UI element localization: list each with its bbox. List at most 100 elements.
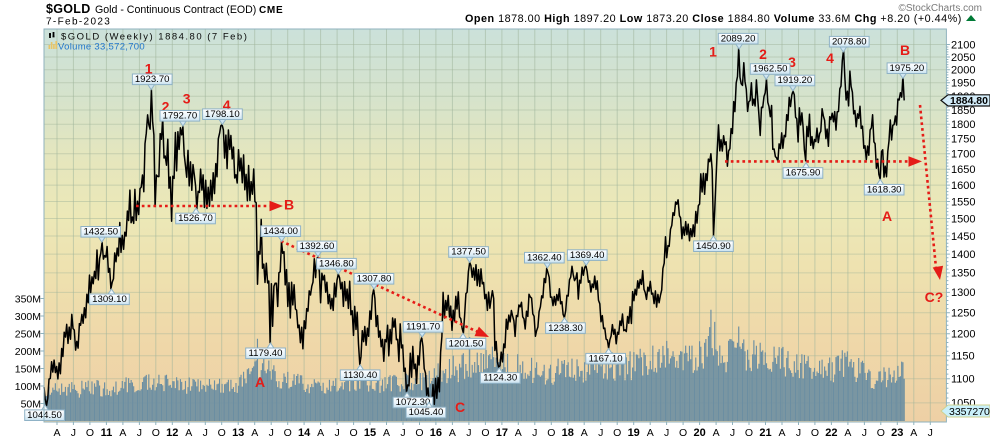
svg-text:A: A [581,427,588,438]
svg-text:1550: 1550 [951,196,975,208]
svg-text:1045.40: 1045.40 [409,407,444,418]
svg-text:1962.50: 1962.50 [753,64,788,75]
svg-text:2000: 2000 [951,65,975,77]
svg-text:3357270: 3357270 [949,406,990,418]
svg-text:O: O [350,427,358,438]
svg-text:1124.30: 1124.30 [483,373,517,384]
svg-text:$GOLD: $GOLD [46,2,91,16]
svg-text:1201.50: 1201.50 [449,338,484,349]
svg-text:22: 22 [825,427,837,438]
svg-text:1919.20: 1919.20 [778,75,813,86]
svg-text:Volume 33,572,700: Volume 33,572,700 [58,42,145,53]
svg-text:21: 21 [759,427,771,438]
svg-text:20: 20 [693,427,705,438]
svg-text:J: J [466,427,471,438]
svg-text:2089.20: 2089.20 [721,33,756,44]
svg-text:A: A [647,427,654,438]
svg-text:1200: 1200 [951,329,975,341]
svg-text:17: 17 [496,427,508,438]
svg-text:1179.40: 1179.40 [249,348,283,359]
svg-text:O: O [679,427,687,438]
svg-text:O: O [284,427,292,438]
svg-text:1800: 1800 [951,119,975,131]
svg-text:2: 2 [759,46,767,62]
svg-text:1250: 1250 [951,308,975,320]
svg-text:A: A [844,427,851,438]
svg-text:J: J [664,427,669,438]
svg-text:1392.60: 1392.60 [300,241,335,252]
svg-text:1191.70: 1191.70 [406,322,440,333]
svg-text:A: A [251,427,258,438]
svg-text:J: J [928,427,933,438]
svg-text:A: A [317,427,324,438]
svg-text:1100: 1100 [951,374,975,386]
svg-text:A: A [778,427,785,438]
svg-text:1167.10: 1167.10 [589,353,623,364]
svg-text:1923.70: 1923.70 [135,74,170,85]
svg-text:A: A [515,427,522,438]
svg-text:1: 1 [145,61,153,77]
svg-text:4: 4 [826,50,834,66]
svg-text:200M: 200M [15,346,41,358]
svg-text:Gold - Continuous Contract (EO: Gold - Continuous Contract (EOD) [95,4,256,16]
svg-text:J: J [137,427,142,438]
svg-text:O: O [415,427,423,438]
svg-text:A: A [713,427,720,438]
svg-text:A: A [383,427,390,438]
svg-text:O: O [811,427,819,438]
svg-text:12: 12 [166,427,178,438]
svg-text:23: 23 [891,427,903,438]
svg-text:1950: 1950 [951,78,975,90]
svg-text:A: A [449,427,456,438]
svg-text:C?: C? [925,289,944,305]
svg-text:Open 1878.00 High 1897.20 Lo: Open 1878.00 High 1897.20 Low 1873.20 Cl… [465,13,962,25]
svg-text:1130.40: 1130.40 [343,370,377,381]
svg-text:1750: 1750 [951,134,975,146]
svg-text:O: O [86,427,94,438]
svg-text:15: 15 [364,427,376,438]
svg-text:O: O [481,427,489,438]
svg-text:A: A [119,427,126,438]
svg-text:1792.70: 1792.70 [163,111,198,122]
svg-text:13: 13 [232,427,244,438]
svg-text:2100: 2100 [951,39,975,51]
svg-text:$GOLD (Weekly) 1884.80 (7 Feb): $GOLD (Weekly) 1884.80 (7 Feb) [61,31,248,42]
svg-text:2050: 2050 [951,52,975,64]
svg-text:A: A [185,427,192,438]
svg-text:1450.90: 1450.90 [696,241,731,252]
svg-text:1377.50: 1377.50 [451,247,486,258]
svg-text:250M: 250M [15,328,41,340]
svg-text:19: 19 [628,427,640,438]
svg-text:J: J [71,427,76,438]
svg-text:2: 2 [162,99,170,115]
svg-text:A: A [882,208,892,224]
svg-text:50M: 50M [21,398,41,410]
svg-text:1675.90: 1675.90 [786,168,821,179]
svg-text:A: A [910,427,917,438]
svg-text:1362.40: 1362.40 [527,252,562,263]
svg-text:A: A [53,427,60,438]
svg-text:1450: 1450 [951,231,975,243]
svg-text:3: 3 [183,91,191,107]
svg-text:1700: 1700 [951,149,975,161]
svg-text:1618.30: 1618.30 [867,184,902,195]
svg-text:CME: CME [259,5,283,16]
svg-text:C: C [455,399,465,415]
svg-text:1: 1 [709,44,717,60]
svg-text:O: O [547,427,555,438]
svg-text:O: O [152,427,160,438]
svg-text:O: O [613,427,621,438]
svg-text:16: 16 [430,427,442,438]
svg-text:150M: 150M [15,363,41,375]
svg-text:O: O [745,427,753,438]
svg-text:A: A [255,374,265,390]
svg-text:1650: 1650 [951,164,975,176]
svg-text:1798.10: 1798.10 [205,109,240,120]
svg-text:11: 11 [101,427,113,438]
svg-text:2078.80: 2078.80 [832,36,867,47]
svg-text:J: J [334,427,339,438]
svg-text:4: 4 [223,97,231,113]
svg-text:14: 14 [298,427,311,438]
svg-text:O: O [218,427,226,438]
svg-text:1350: 1350 [951,268,975,280]
